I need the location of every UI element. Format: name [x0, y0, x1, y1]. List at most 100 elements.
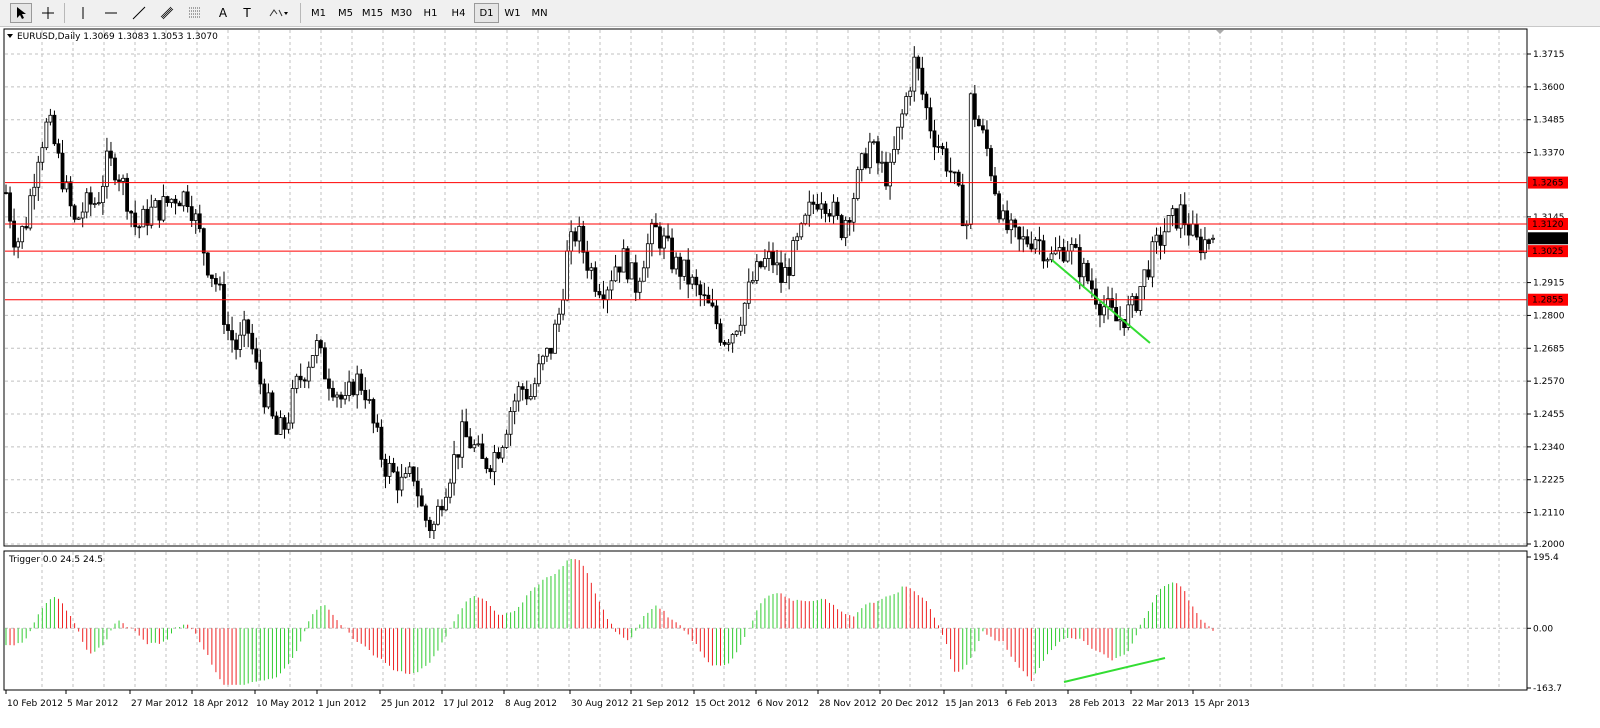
candle-bullish: [569, 231, 574, 252]
price-level-label: 1.3120: [1532, 220, 1564, 230]
price-level-label: 1.3265: [1532, 179, 1564, 189]
candle-bearish: [415, 480, 420, 497]
candle-bearish: [125, 177, 130, 212]
candle-bearish: [972, 93, 977, 120]
collapse-triangle-icon[interactable]: [7, 34, 13, 38]
x-axis-label: 25 Jun 2012: [381, 699, 435, 709]
candle-bullish: [726, 342, 731, 345]
equidistant-channel-icon[interactable]: [156, 3, 178, 23]
candle-bullish: [528, 396, 533, 400]
candle-bearish: [282, 417, 287, 430]
candle-bullish: [750, 280, 755, 283]
indicator-panel[interactable]: [3, 550, 1528, 691]
candle-bearish: [993, 175, 997, 195]
indicator-y-label: 195.4: [1533, 553, 1559, 563]
price-level-badge: [1528, 293, 1568, 306]
text-label-icon[interactable]: T: [236, 3, 258, 23]
candle-bearish: [218, 283, 222, 286]
candle-bullish: [908, 90, 913, 97]
timeframe-h4-button[interactable]: H4: [446, 3, 471, 23]
timeframe-m5-button[interactable]: M5: [333, 3, 358, 23]
candle-bearish: [520, 386, 525, 390]
candle-bearish: [686, 259, 691, 285]
candle-bullish: [96, 202, 101, 205]
candle-bullish: [880, 161, 884, 164]
candle-bearish: [383, 458, 388, 477]
candle-bearish: [113, 157, 117, 181]
cursor-icon[interactable]: [10, 3, 32, 23]
crosshair-icon[interactable]: [37, 3, 59, 23]
candle-bearish: [597, 291, 602, 296]
x-axis-label: 20 Dec 2012: [881, 699, 939, 709]
trendline-icon[interactable]: [128, 3, 150, 23]
candle-bullish: [286, 422, 291, 430]
candle-bearish: [391, 462, 396, 473]
candle-bearish: [956, 171, 961, 186]
candle-bearish: [197, 213, 202, 230]
candle-bullish: [16, 241, 21, 248]
candle-bearish: [201, 228, 206, 254]
candle-bearish: [1198, 236, 1203, 254]
fibonacci-icon[interactable]: [184, 3, 206, 23]
candle-bearish: [1186, 224, 1191, 236]
candle-bearish: [363, 389, 368, 401]
candle-bearish: [177, 202, 182, 207]
candle-bearish: [617, 266, 622, 273]
candle-bullish: [936, 146, 941, 148]
indicator-trendline[interactable]: [1063, 657, 1166, 683]
timeframe-h1-button[interactable]: H1: [418, 3, 443, 23]
timeframe-m1-button[interactable]: M1: [306, 3, 331, 23]
candle-bullish: [1130, 296, 1135, 306]
timeframe-m15-button[interactable]: M15: [360, 3, 385, 23]
candle-bullish: [347, 381, 352, 396]
candle-bearish: [698, 284, 703, 296]
y-axis-label: 1.2340: [1533, 443, 1565, 453]
timeframe-d1-button[interactable]: D1: [474, 3, 499, 23]
candle-bearish: [658, 226, 662, 249]
candle-bullish: [105, 150, 109, 187]
main-chart-panel[interactable]: [3, 28, 1528, 547]
candle-bearish: [419, 495, 424, 507]
timeframe-mn-button[interactable]: MN: [527, 3, 552, 23]
candle-bearish: [1146, 269, 1151, 278]
candle-bearish: [8, 192, 12, 222]
candle-bullish: [565, 250, 570, 301]
candle-bearish: [173, 198, 178, 204]
x-axis-label: 10 Feb 2012: [7, 699, 63, 709]
x-axis-label: 10 May 2012: [256, 699, 315, 709]
candle-bearish: [12, 220, 16, 248]
candle-bullish: [476, 443, 481, 446]
text-icon-glyph: A: [218, 6, 228, 20]
candle-bullish: [730, 334, 735, 344]
candle-bearish: [758, 261, 763, 268]
x-axis-label: 28 Nov 2012: [819, 699, 877, 709]
candle-bearish: [250, 332, 255, 350]
timeframe-label: M1: [311, 7, 326, 19]
candle-bearish: [88, 192, 93, 205]
shift-marker-icon[interactable]: [1216, 30, 1224, 34]
candle-bullish: [448, 482, 452, 498]
price-trendline[interactable]: [1051, 259, 1151, 344]
candle-bullish: [64, 181, 69, 190]
candle-bullish: [637, 280, 642, 293]
candle-bearish: [379, 426, 384, 460]
candle-bullish: [613, 266, 618, 282]
horizontal-line-icon[interactable]: [100, 3, 122, 23]
candle-bullish: [645, 243, 650, 269]
candle-bullish: [621, 248, 626, 273]
timeframe-label: H1: [423, 7, 438, 19]
candle-bullish: [629, 262, 634, 280]
timeframe-w1-button[interactable]: W1: [500, 3, 525, 23]
candle-bullish: [141, 208, 146, 228]
arrows-menu-icon[interactable]: [264, 3, 292, 23]
candle-bullish: [540, 355, 545, 365]
candle-bullish: [504, 433, 509, 448]
timeframe-label: MN: [531, 7, 548, 19]
candle-bullish: [290, 388, 295, 424]
y-axis-label: 1.2685: [1533, 344, 1565, 354]
vertical-line-icon[interactable]: [72, 3, 94, 23]
candle-bearish: [625, 248, 630, 280]
text-icon[interactable]: A: [212, 3, 234, 23]
timeframe-m30-button[interactable]: M30: [389, 3, 414, 23]
